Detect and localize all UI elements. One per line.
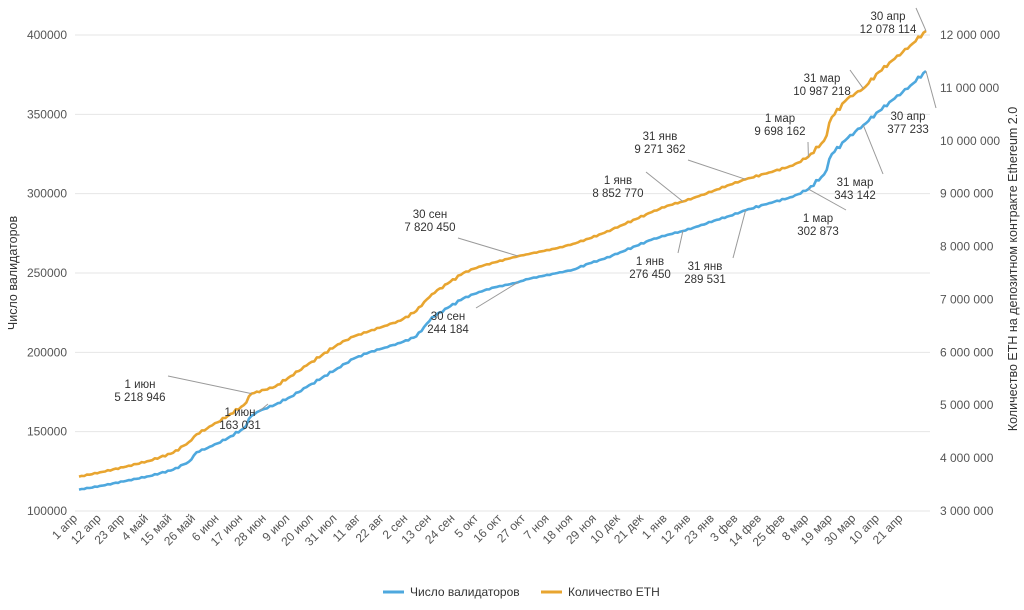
right-tick-label: 5 000 000 (940, 398, 994, 412)
right-tick-label: 11 000 000 (940, 81, 999, 95)
annotation-leader (915, 7, 927, 32)
left-tick-label: 300000 (27, 187, 67, 201)
annotation-value: 276 450 (629, 269, 671, 281)
right-axis-ticks: 3 000 000 4 000 000 5 000 000 6 000 000 7 00… (940, 28, 1000, 518)
annotation-value: 302 873 (797, 226, 839, 238)
annotation-date: 1 июн (225, 407, 256, 419)
annotation-date: 1 янв (636, 256, 664, 268)
right-tick-label: 7 000 000 (940, 292, 994, 306)
annotation-value: 12 078 114 (860, 24, 917, 36)
validators-line[interactable] (78, 70, 927, 491)
annotation-date: 30 сен (413, 209, 447, 221)
annotation-leader (475, 281, 519, 309)
left-tick-label: 200000 (27, 345, 67, 359)
left-axis-title: Число валидаторов (6, 216, 20, 331)
annotation-leader (457, 237, 519, 257)
annotation-leader (862, 125, 884, 175)
annotation-date: 30 сен (431, 311, 465, 323)
annotation-value: 7 820 450 (404, 222, 455, 234)
annotation-value: 5 218 946 (114, 392, 165, 404)
annotation-date: 1 мар (803, 213, 833, 225)
right-tick-label: 10 000 000 (940, 134, 1000, 148)
annotation-leader (849, 69, 864, 89)
annotation-date: 31 мар (837, 177, 874, 189)
grid-lines (75, 34, 930, 512)
left-tick-label: 100000 (27, 504, 67, 518)
eth-line[interactable] (78, 29, 927, 478)
annotation-leader (732, 210, 747, 259)
annotation-value: 289 531 (684, 274, 726, 286)
annotation-value: 9 698 162 (754, 126, 805, 138)
annotation-value: 10 987 218 (793, 86, 851, 98)
left-tick-label: 150000 (27, 425, 67, 439)
legend: Число валидаторов Количество ETH (383, 585, 660, 599)
annotation-date: 31 янв (643, 131, 678, 143)
right-tick-label: 12 000 000 (940, 28, 1000, 42)
left-tick-label: 400000 (27, 28, 67, 42)
left-axis-ticks: 100000 150000 200000 250000 300000 350000 4000… (27, 28, 67, 518)
annotation-value: 343 142 (834, 190, 876, 202)
annotation-leader (687, 159, 746, 180)
right-tick-label: 4 000 000 (940, 451, 994, 465)
annotation-leader (645, 171, 684, 202)
right-tick-label: 6 000 000 (940, 345, 994, 359)
right-tick-label: 3 000 000 (940, 504, 994, 518)
series-lines (78, 29, 927, 491)
annotation-date: 30 апр (890, 111, 925, 123)
annotation-leader (808, 188, 847, 211)
annotation-value: 9 271 362 (634, 144, 685, 156)
annotation-value: 244 184 (427, 324, 469, 336)
legend-label-validators[interactable]: Число валидаторов (410, 585, 520, 599)
right-axis-title: Количество ETH на депозитном контракте E… (1006, 107, 1020, 431)
annotation-date: 1 июн (125, 379, 156, 391)
legend-label-eth[interactable]: Количество ETH (568, 585, 660, 599)
left-tick-label: 250000 (27, 266, 67, 280)
left-tick-label: 350000 (27, 107, 67, 121)
annotation-value: 8 852 770 (592, 188, 643, 200)
annotation-date: 30 апр (870, 11, 905, 23)
right-tick-label: 8 000 000 (940, 240, 994, 254)
annotation-value: 377 233 (887, 124, 929, 136)
annotation-date: 1 янв (604, 175, 632, 187)
right-tick-label: 9 000 000 (940, 187, 994, 201)
annotation-date: 31 мар (804, 73, 841, 85)
annotation-leader (925, 70, 937, 109)
annotation-date: 1 мар (765, 113, 795, 125)
annotation-value: 163 031 (219, 420, 261, 432)
annotation-leader (677, 230, 684, 254)
annotation-leader (167, 375, 252, 395)
annotation-date: 31 янв (688, 261, 723, 273)
annotation-leader (259, 403, 269, 412)
